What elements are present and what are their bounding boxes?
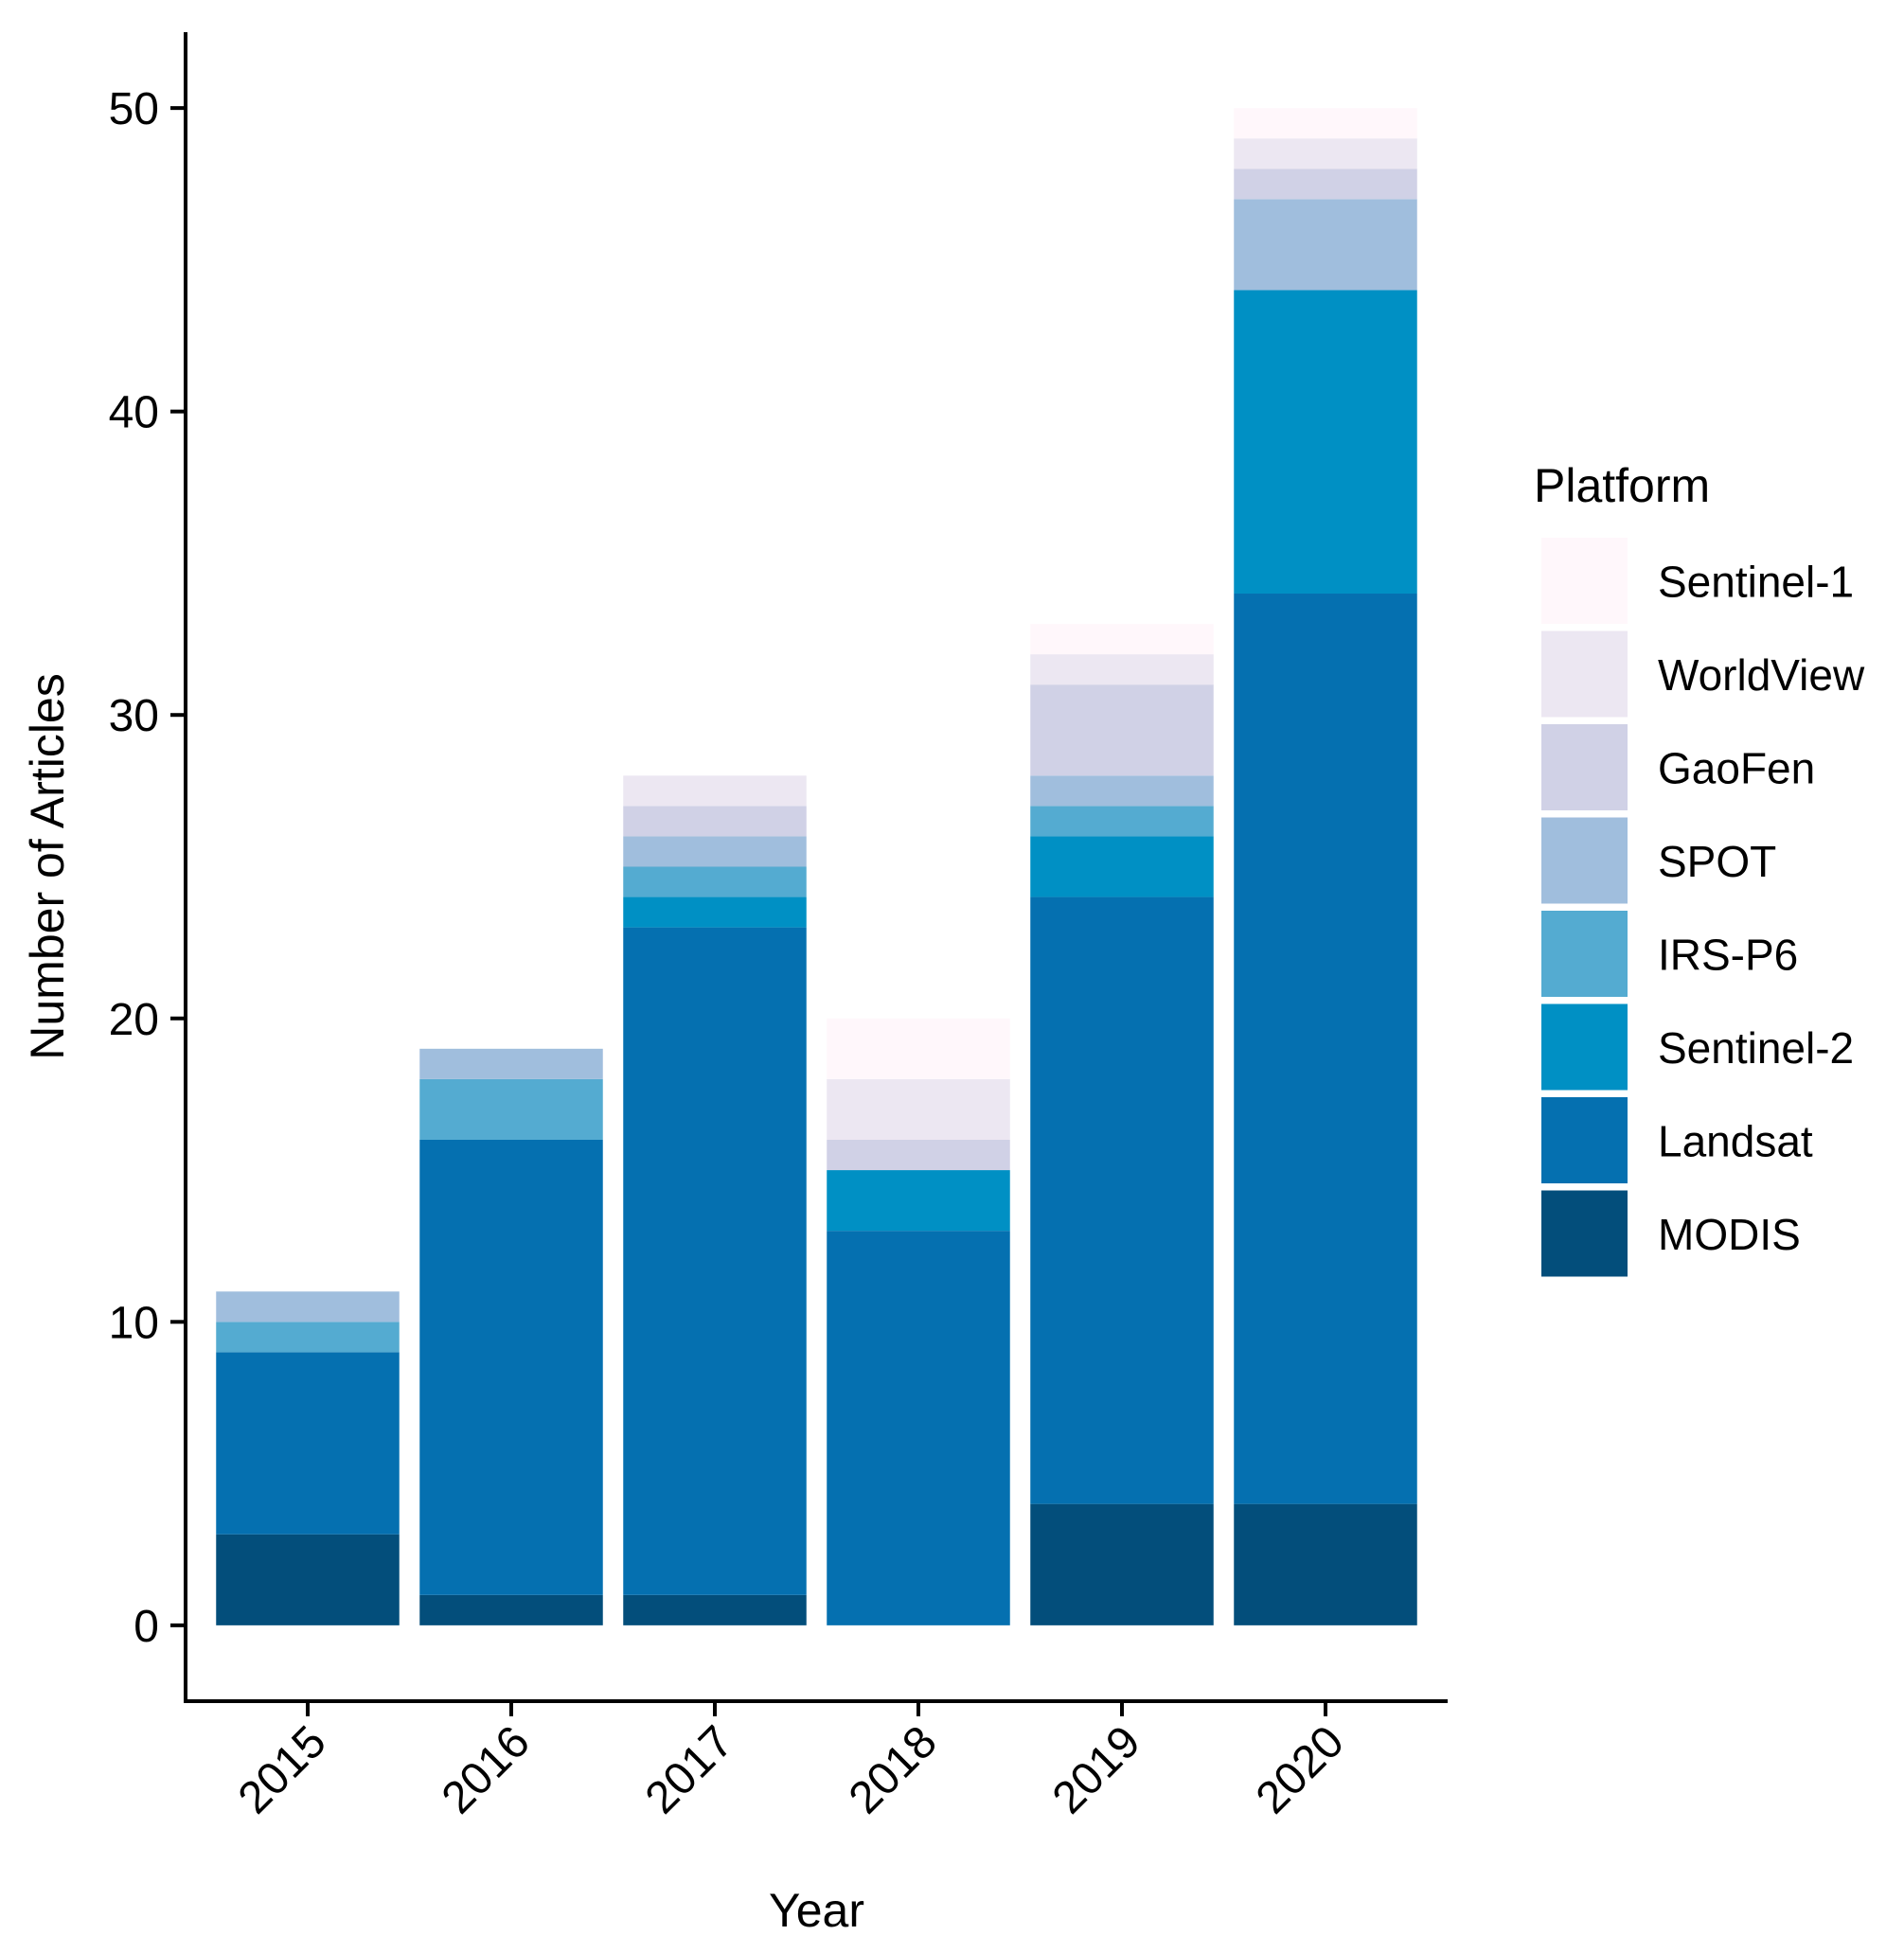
bar-segment-2015-irs-p6: [216, 1322, 400, 1353]
bar-segment-2020-gaofen: [1234, 169, 1417, 200]
axes-layer: [184, 32, 1448, 1703]
legend-key-sentinel-2: [1541, 1003, 1628, 1091]
bar-segment-2018-gaofen: [827, 1139, 1010, 1171]
bar-segment-2019-gaofen: [1030, 684, 1214, 776]
y-axis-title: Number of Articles: [21, 673, 74, 1059]
bar-segment-2015-spot: [216, 1291, 400, 1323]
bar-segment-2015-modis: [216, 1534, 400, 1625]
bar-segment-2019-sentinel-1: [1030, 624, 1214, 655]
legend: Platform Sentinel-1 WorldView GaoFen SPOT IR…: [1534, 459, 1865, 1277]
x-tick-label: 2017: [636, 1716, 743, 1823]
bar-segment-2017-gaofen: [623, 806, 807, 837]
bar-segment-2016-modis: [419, 1594, 603, 1625]
x-ticks-layer: 2015 2016 2017 2018 2019 2020: [229, 1701, 1354, 1823]
bar-segment-2017-irs-p6: [623, 866, 807, 897]
bar-segment-2018-sentinel-2: [827, 1170, 1010, 1232]
bar-segment-2020-worldview: [1234, 138, 1417, 169]
bars-layer: [216, 108, 1417, 1625]
legend-label: Landsat: [1658, 1117, 1813, 1166]
y-tick-label: 30: [109, 691, 159, 741]
legend-label: MODIS: [1658, 1210, 1801, 1259]
y-tick-label: 10: [109, 1298, 159, 1348]
bar-segment-2017-worldview: [623, 775, 807, 807]
x-axis-title: Year: [769, 1884, 864, 1937]
bar-segment-2020-sentinel-1: [1234, 108, 1417, 139]
bar-segment-2019-spot: [1030, 775, 1214, 807]
legend-label: SPOT: [1658, 837, 1776, 886]
bar-segment-2019-worldview: [1030, 654, 1214, 685]
legend-items: Sentinel-1 WorldView GaoFen SPOT IRS-P6 Senti…: [1541, 538, 1865, 1277]
bar-segment-2017-spot: [623, 836, 807, 867]
bar-segment-2017-landsat: [623, 927, 807, 1595]
legend-key-worldview: [1541, 630, 1628, 718]
bar-segment-2018-sentinel-1: [827, 1018, 1010, 1079]
bar-segment-2019-landsat: [1030, 897, 1214, 1504]
bar-segment-2017-sentinel-2: [623, 897, 807, 928]
x-tick-label: 2019: [1043, 1716, 1150, 1823]
x-tick-label: 2016: [433, 1716, 540, 1823]
legend-label: GaoFen: [1658, 744, 1815, 793]
y-tick-label: 0: [133, 1602, 159, 1652]
bar-segment-2019-irs-p6: [1030, 806, 1214, 837]
bar-segment-2019-modis: [1030, 1503, 1214, 1625]
bar-segment-2017-modis: [623, 1594, 807, 1625]
bar-segment-2016-irs-p6: [419, 1078, 603, 1140]
y-tick-label: 20: [109, 995, 159, 1045]
bar-segment-2020-landsat: [1234, 594, 1417, 1504]
legend-key-irs-p6: [1541, 911, 1628, 997]
bar-segment-2016-landsat: [419, 1139, 603, 1595]
x-tick-label: 2015: [229, 1716, 336, 1823]
bar-segment-2020-sentinel-2: [1234, 290, 1417, 595]
legend-key-spot: [1541, 817, 1628, 904]
bar-segment-2018-landsat: [827, 1231, 1010, 1625]
legend-label: IRS-P6: [1658, 931, 1798, 980]
y-tick-label: 50: [109, 84, 159, 134]
legend-key-gaofen: [1541, 724, 1628, 810]
bar-segment-2020-modis: [1234, 1503, 1417, 1625]
legend-key-sentinel-1: [1541, 538, 1628, 624]
y-tick-label: 40: [109, 388, 159, 438]
x-tick-label: 2020: [1247, 1716, 1354, 1823]
legend-title: Platform: [1534, 459, 1710, 512]
bar-segment-2019-sentinel-2: [1030, 836, 1214, 897]
legend-label: WorldView: [1658, 650, 1865, 700]
legend-label: Sentinel-2: [1658, 1023, 1854, 1073]
bar-segment-2020-spot: [1234, 199, 1417, 291]
bar-segment-2015-landsat: [216, 1352, 400, 1535]
bar-segment-2016-spot: [419, 1048, 603, 1079]
legend-key-modis: [1541, 1190, 1628, 1277]
bar-segment-2018-worldview: [827, 1078, 1010, 1140]
y-ticks-layer: 0 10 20 30 40 50: [109, 84, 186, 1652]
legend-key-landsat: [1541, 1097, 1628, 1183]
x-tick-label: 2018: [840, 1716, 947, 1823]
legend-label: Sentinel-1: [1658, 558, 1854, 607]
